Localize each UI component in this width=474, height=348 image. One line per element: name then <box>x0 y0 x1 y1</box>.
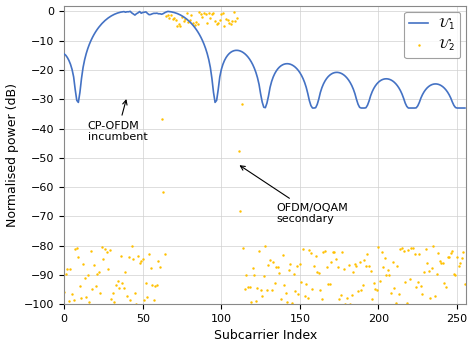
Y-axis label: Normalised power (dB): Normalised power (dB) <box>6 83 18 227</box>
$\mathcal{U}_2$ <box>261 274 266 278</box>
$\mathcal{U}_2$ <box>231 10 237 14</box>
$\mathcal{U}_2$ <box>61 290 67 294</box>
$\mathcal{U}_2$ <box>462 282 468 286</box>
$\mathcal{U}_1$ <box>261 105 266 109</box>
$\mathcal{U}_2$ <box>390 260 395 264</box>
X-axis label: Subcarrier Index: Subcarrier Index <box>214 330 317 342</box>
$\mathcal{U}_2$ <box>209 12 215 16</box>
$\mathcal{U}_1$ <box>462 106 468 110</box>
$\mathcal{U}_1$ <box>215 87 221 92</box>
$\mathcal{U}_2$ <box>237 209 243 213</box>
$\mathcal{U}_1$ <box>128 9 133 14</box>
Text: OFDM/OQAM
secondary: OFDM/OQAM secondary <box>240 166 348 224</box>
$\mathcal{U}_1$ <box>210 90 216 94</box>
$\mathcal{U}_1$ <box>405 106 411 110</box>
$\mathcal{U}_2$ <box>347 302 353 306</box>
$\mathcal{U}_1$ <box>388 78 394 82</box>
$\mathcal{U}_1$ <box>237 49 243 53</box>
Line: $\mathcal{U}_1$: $\mathcal{U}_1$ <box>64 11 465 108</box>
$\mathcal{U}_1$ <box>61 52 67 56</box>
$\mathcal{U}_2$ <box>187 18 193 22</box>
$\mathcal{U}_1$ <box>189 22 194 26</box>
$\mathcal{U}_2$ <box>214 22 219 26</box>
Legend: $\mathcal{U}_1$, $\mathcal{U}_2$: $\mathcal{U}_1$, $\mathcal{U}_2$ <box>404 12 460 58</box>
Text: CP-OFDM
incumbent: CP-OFDM incumbent <box>88 100 147 142</box>
Line: $\mathcal{U}_2$: $\mathcal{U}_2$ <box>63 11 466 305</box>
